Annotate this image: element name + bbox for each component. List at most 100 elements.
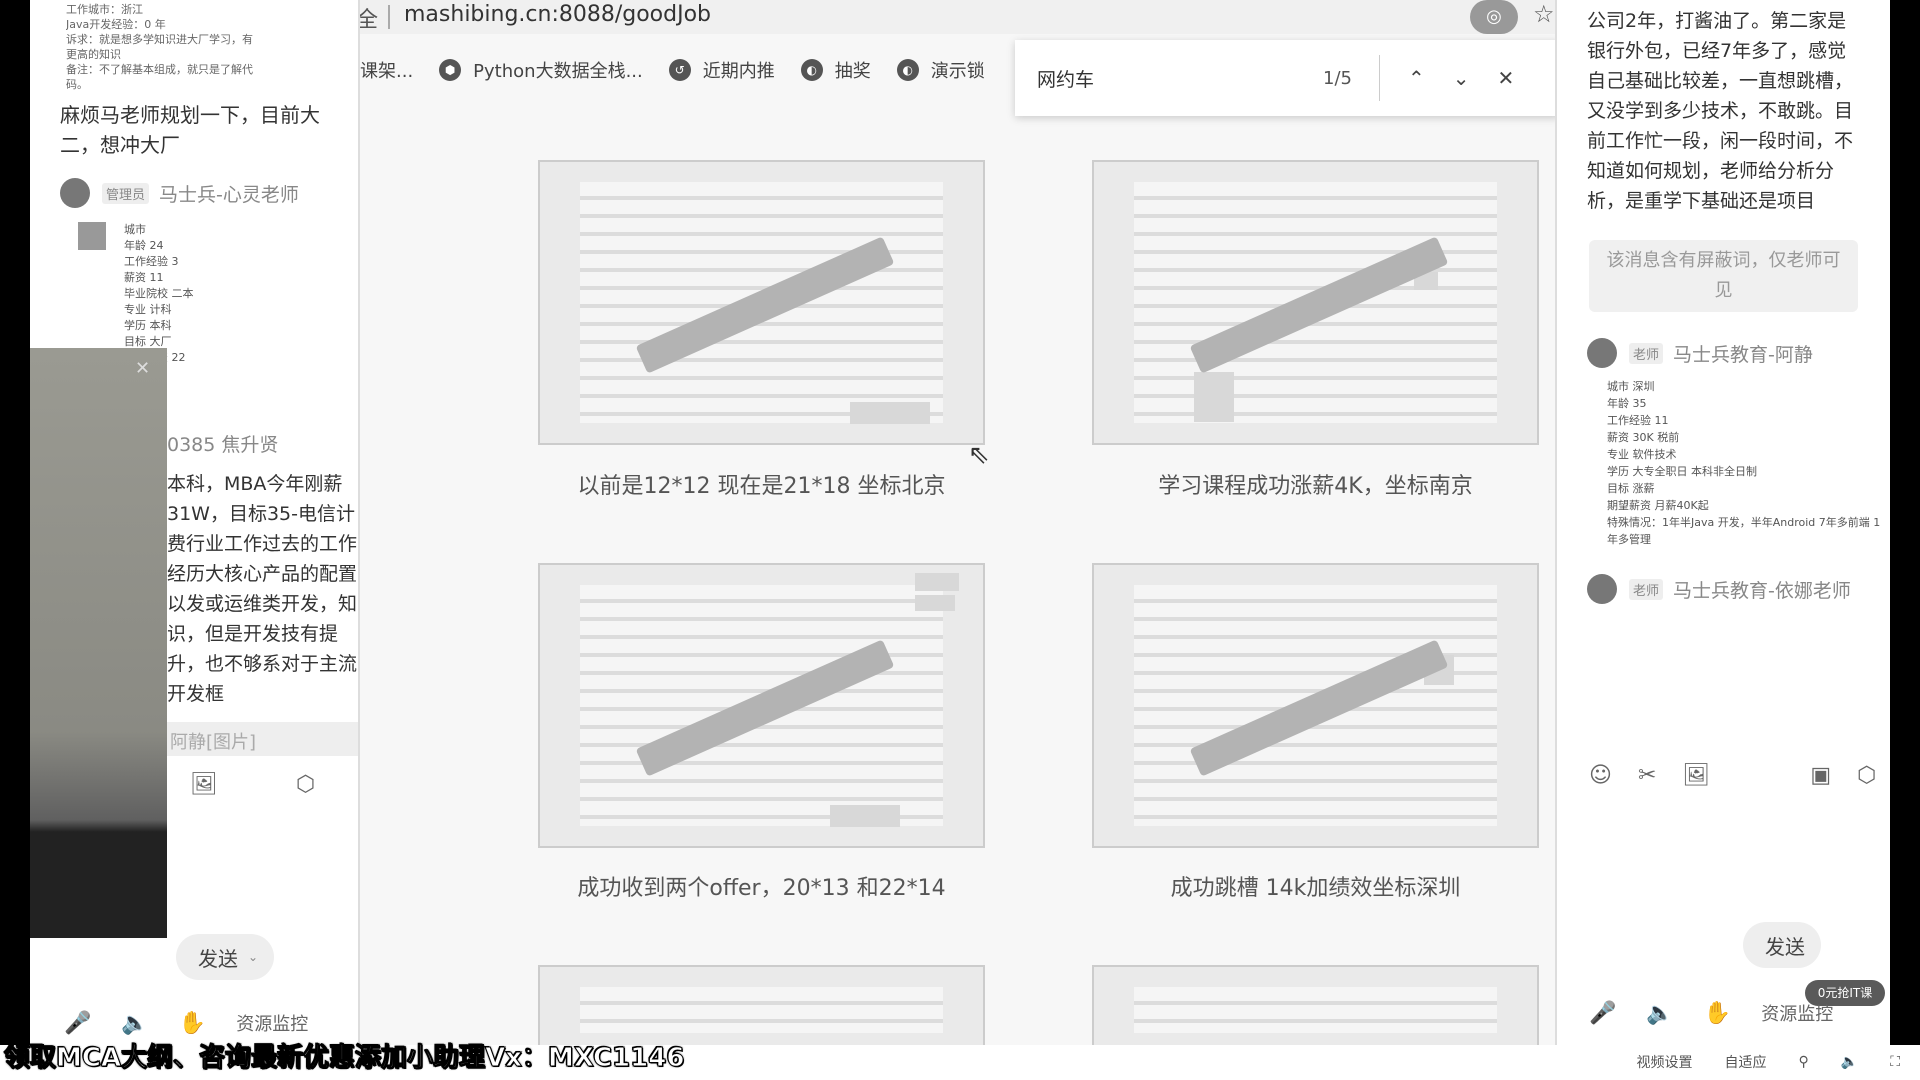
testimonial-screenshot[interactable] [538,160,985,445]
player-bottom-bar [0,1045,1920,1080]
send-button[interactable]: 发送 ⌄ [176,934,275,980]
settings-icon[interactable]: ⬡ [295,772,316,797]
avatar[interactable] [1587,574,1617,604]
mouse-cursor-icon: ⇖ [968,440,990,470]
card-caption: 以前是12*12 现在是21*18 坐标北京 [577,474,946,499]
right-chat-panel: 公司2年，打酱油了。第二家是银行外包，已经7年多了，感觉自己基础比较差，一直想跳… [1555,0,1890,1045]
role-badge: 管理员 [102,182,150,204]
lens-search-icon[interactable]: ◎ [1470,0,1518,34]
fit-button[interactable]: 自适应 [1724,1055,1767,1071]
info-line: 特殊情况：1年半Java 开发，半年Android 7年多前端 1年多管理 [1607,516,1881,546]
bookmark-label: Python大数据全栈... [473,61,643,82]
resource-monitor-button[interactable]: 资源监控 [1761,1004,1834,1025]
info-line: 目标 大厂 [124,335,172,348]
testimonial-screenshot[interactable] [538,563,985,848]
form-line: Java开发经验：0 年 [66,18,166,31]
student-info-card[interactable]: 城市 年龄 24 工作经验 3 薪资 11 毕业院校 二本 专业 计科 学历 本… [78,222,358,366]
info-thumbnail [78,222,106,250]
address-bar[interactable]: 全 mashibing.cn:8088/goodJob ◎ ☆ [360,0,1555,34]
message-body: 本科，MBA今年刚薪31W，目标35-电信计费行业工作过去的工作经历大核心产品的… [167,473,357,705]
pin-icon[interactable]: ⚲ [1798,1054,1809,1070]
screenshot-content [1134,987,1497,1033]
testimonial-screenshot[interactable] [538,965,985,1045]
chevron-down-icon[interactable]: ⌄ [248,950,259,964]
testimonial-screenshot[interactable] [1092,563,1539,848]
info-line: 目标 涨薪 [1607,482,1655,495]
raise-hand-icon[interactable]: ✋ [178,1010,207,1036]
blocked-message-notice: 该消息含有屏蔽词，仅老师可见 [1589,240,1858,312]
testimonial-screenshot[interactable] [1092,965,1539,1045]
speaker-icon[interactable]: 🔈 [1646,1000,1674,1026]
image-icon[interactable]: 🖼 [1682,763,1711,788]
student-form-snippet: 工作城市：浙江 Java开发经验：0 年 诉求：就是想多学知识进大厂学习，有 更… [30,0,358,92]
secure-indicator[interactable]: 全 [360,8,379,33]
emoji-icon[interactable]: ☺ [1589,763,1612,788]
info-line: 工作经验 11 [1607,414,1669,427]
bookmark-item[interactable]: 课架... [360,57,413,83]
browser-window: 全 mashibing.cn:8088/goodJob ◎ ☆ 课架... ⬢ P… [360,0,1555,1045]
fullscreen-icon[interactable]: ⛶ [1890,1054,1900,1070]
close-icon[interactable]: ✕ [1497,66,1515,90]
card-caption: 成功跳槽 14k加绩效坐标深圳 [1170,876,1461,901]
preview-text: 阿静[图片] [170,732,257,753]
chevron-down-icon[interactable]: ⌄ [1452,66,1470,90]
testimonial-screenshot[interactable] [1092,160,1539,445]
bookmark-item[interactable]: ◐ 抽奖 [800,57,871,83]
info-line: 工作经验 3 [124,255,179,268]
url-text[interactable]: mashibing.cn:8088/goodJob [404,2,712,27]
scissors-icon[interactable]: ✂ [1637,763,1657,788]
student-info-card[interactable]: 城市 深圳 年龄 35 工作经验 11 薪资 30K 税前 专业 软件技术 学历… [1607,378,1890,548]
find-input[interactable] [1037,67,1307,89]
find-in-page-bar: 1/5 ⌃ ⌄ ✕ [1015,40,1555,116]
audio-controls: 🎤 🔈 ✋ 资源监控 [1589,1000,1833,1026]
image-icon[interactable]: 🖼 [190,772,218,797]
speaker-icon[interactable]: 🔈 [121,1010,149,1036]
chat-message-2: 0385 焦升贤 本科，MBA今年刚薪31W，目标35-电信计费行业工作过去的工… [167,430,357,759]
message-sender: 管理员 马士兵-心灵老师 [60,178,358,208]
screenshot-block [850,402,930,424]
bookmark-item[interactable]: ◐ 演示锁 [896,57,985,83]
bookmark-label: 抽奖 [834,61,871,82]
sender-name: 马士兵教育-依娜老师 [1673,579,1851,602]
bookmark-star-icon[interactable]: ☆ [1533,0,1555,28]
info-line: 学历 大专全职日 本科非全日制 [1607,465,1757,478]
python-icon: ⬢ [439,59,462,81]
screenshot-block [1194,372,1234,422]
sender-name: 0385 焦升贤 [167,434,279,456]
form-line: 工作城市：浙江 [66,3,143,16]
bookmark-label: 近期内推 [702,61,775,82]
promo-badge[interactable]: 0元抢IT课 [1805,980,1885,1006]
find-result-count: 1/5 [1323,67,1352,89]
video-settings-button[interactable]: 视频设置 [1636,1055,1693,1071]
info-line: 期望薪资 月薪40K起 [1607,499,1709,512]
toolbar-spacer [1736,763,1784,788]
send-label: 发送 [1765,934,1805,959]
avatar[interactable] [1587,338,1617,368]
microphone-icon[interactable]: 🎤 [64,1010,92,1036]
resource-monitor-button[interactable]: 资源监控 [236,1014,309,1035]
chevron-up-icon[interactable]: ⌃ [1408,66,1425,90]
info-line: 年龄 35 [1607,397,1647,410]
volume-icon[interactable]: 🔈 [1840,1054,1859,1070]
raise-hand-icon[interactable]: ✋ [1703,1000,1732,1026]
chat-toolbar: ☺ ✂ 🖼 ▣ ⬡ [1589,763,1876,788]
close-icon[interactable]: ✕ [135,358,151,379]
globe-icon: ◐ [800,59,823,81]
form-line: 码。 [66,78,88,91]
card-caption: 成功收到两个offer，20*13 和22*14 [577,876,946,901]
history-icon[interactable]: ▣ [1810,763,1832,788]
bookmark-item[interactable]: ⬢ Python大数据全栈... [439,57,643,83]
share-icon: ↺ [668,59,691,81]
microphone-icon[interactable]: 🎤 [1589,1000,1617,1026]
globe-icon: ◐ [896,59,919,81]
info-line: 薪资 11 [124,271,164,284]
settings-icon[interactable]: ⬡ [1857,763,1877,788]
find-divider [1379,55,1380,101]
avatar[interactable] [60,178,90,208]
send-button[interactable]: 发送 [1743,922,1821,968]
bookmark-item[interactable]: ↺ 近期内推 [668,57,775,83]
info-line: 专业 软件技术 [1607,448,1677,461]
message-sender: 老师 马士兵教育-依娜老师 [1587,574,1890,604]
webcam-overlay[interactable]: ✕ [30,348,167,938]
role-badge: 老师 [1629,342,1664,364]
